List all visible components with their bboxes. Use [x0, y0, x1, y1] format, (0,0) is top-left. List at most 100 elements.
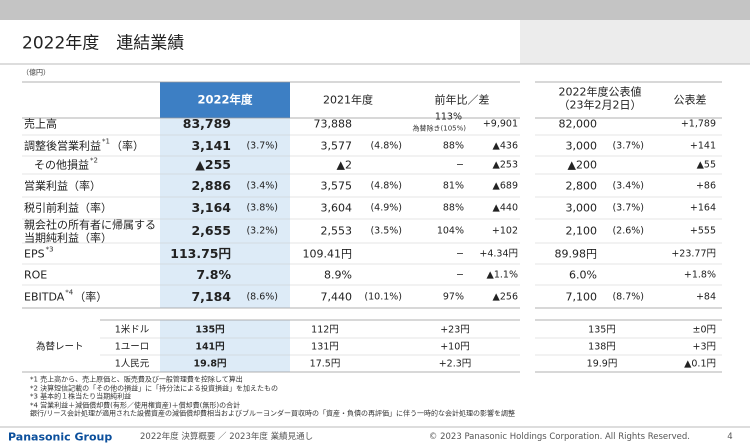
ratio-2021: (3.5%) [370, 225, 402, 237]
forecast-diff: +164 [689, 202, 716, 214]
fx-2022: 135円 [195, 324, 225, 336]
column-header: （23年2月2日） [558, 98, 642, 112]
value-2022: 83,789 [182, 115, 231, 131]
forecast-diff: +23.77円 [671, 248, 716, 260]
yoy-ratio: 97% [442, 291, 464, 303]
forecast-diff: +141 [689, 140, 716, 152]
fx-forecast: 138円 [588, 341, 616, 353]
forecast-value: 82,000 [558, 117, 598, 131]
current-year-fx-column [160, 320, 290, 372]
ratio-2021: (4.9%) [370, 202, 402, 214]
column-header: 2022年度 [197, 92, 253, 107]
slide-title: 2022年度 連結業績 [22, 33, 185, 54]
title-band [520, 20, 750, 64]
forecast-value: 2,100 [565, 224, 598, 238]
fx-forecast-diff: ±0円 [692, 324, 716, 336]
footnote: *2 決算短信記載の「その他の損益」に「持分法による投資損益」を加えたもの [30, 384, 278, 392]
yoy-ratio: − [456, 159, 464, 171]
value-2022: 7.8% [196, 266, 231, 282]
value-2022: 113.75円 [170, 245, 231, 261]
value-2021: 2,553 [320, 224, 353, 238]
forecast-diff: +1.8% [683, 269, 716, 281]
row-label: （率） [110, 139, 144, 153]
currency: 1人民元 [114, 358, 150, 370]
yoy-ratio: 113% [434, 111, 462, 123]
yoy-diff: +4.34円 [479, 248, 518, 260]
forecast-diff: +555 [689, 225, 716, 237]
row-label: EBITDA [24, 290, 65, 304]
ratio-2021: (4.8%) [370, 140, 402, 152]
forecast-value: 3,000 [565, 201, 598, 215]
yoy-ratio: − [456, 248, 464, 260]
forecast-diff: +84 [695, 291, 716, 303]
footnote: *3 基本的１株当たり当期純利益 [30, 392, 132, 401]
fx-2022: 141円 [195, 341, 225, 353]
currency: 1ユーロ [114, 341, 150, 353]
ratio-2022: (3.7%) [246, 140, 278, 152]
value-2021: 109.41円 [302, 247, 353, 261]
row-label: 売上高 [24, 117, 57, 131]
brand: Panasonic Group [8, 430, 113, 444]
yoy-diff: +102 [491, 225, 518, 237]
forecast-value: 3,000 [565, 139, 598, 153]
current-year-column [160, 118, 290, 308]
forecast-diff: +86 [695, 180, 716, 192]
value-2022: 3,164 [191, 199, 231, 215]
ratio-2021: (10.1%) [364, 291, 402, 303]
forecast-ratio: (3.7%) [612, 140, 644, 152]
yoy-diff: +9,901 [482, 118, 518, 130]
value-2021: 3,604 [320, 201, 353, 215]
page-number: 4 [727, 431, 733, 442]
forecast-value: 7,100 [565, 290, 598, 304]
yoy-diff: ▲256 [492, 291, 518, 303]
column-header: 2021年度 [323, 93, 373, 107]
fx-diff: +2.3円 [438, 358, 472, 370]
value-2021: 7,440 [320, 290, 353, 304]
fx-2021: 131円 [311, 341, 339, 353]
value-2022: ▲255 [195, 156, 231, 172]
column-header: 公表差 [673, 93, 707, 107]
value-2022: 2,655 [191, 222, 231, 238]
fx-2021: 112円 [311, 324, 339, 336]
yoy-note: 為替除き(105%) [412, 124, 466, 133]
value-2022: 3,141 [191, 137, 231, 153]
yoy-diff: ▲436 [492, 140, 518, 152]
fx-forecast-diff: +3円 [692, 341, 716, 353]
ratio-2022: (8.6%) [246, 291, 278, 303]
yoy-ratio: − [456, 269, 464, 281]
row-rules [22, 134, 722, 356]
fx-diff: +23円 [440, 324, 470, 336]
current-year-header [160, 82, 290, 118]
fx-forecast-diff: ▲0.1円 [684, 358, 716, 370]
footnote-ref: *4 [65, 288, 74, 297]
row-label: 親会社の所有者に帰属する [24, 218, 156, 232]
yoy-diff: ▲1.1% [486, 269, 518, 281]
forecast-ratio: (3.4%) [612, 180, 644, 192]
row-label: 当期純利益（率） [24, 231, 112, 245]
row-label: 営業利益（率） [24, 179, 101, 193]
row-label: （率） [74, 290, 108, 304]
footnote: *1 売上高から、売上原価と、販売費及び一般管理費を控除して算出 [30, 375, 243, 384]
forecast-ratio: (3.7%) [612, 202, 644, 214]
row-label: EPS [24, 247, 45, 261]
ratio-2022: (3.2%) [246, 225, 278, 237]
value-2022: 7,184 [191, 288, 231, 304]
footnote-ref: *2 [90, 156, 98, 165]
value-2021: 3,575 [320, 179, 353, 193]
unit-label: （億円） [22, 68, 50, 77]
yoy-ratio: 88% [442, 202, 464, 214]
fx-forecast: 19.9円 [586, 358, 618, 370]
yoy-diff: ▲253 [492, 159, 518, 171]
forecast-value: 6.0% [569, 268, 597, 282]
fx-2021: 17.5円 [309, 358, 341, 370]
fx-forecast: 135円 [588, 324, 616, 336]
yoy-diff: ▲689 [492, 180, 518, 192]
yoy-ratio: 81% [442, 180, 464, 192]
footer-subtitle: 2022年度 決算概要 ／ 2023年度 業績見通し [140, 431, 314, 442]
row-label: ROE [24, 268, 48, 282]
footnote-ref: *3 [45, 245, 54, 254]
copyright: © 2023 Panasonic Holdings Corporation. A… [428, 431, 690, 442]
row-label: 調整後営業利益 [24, 139, 101, 153]
